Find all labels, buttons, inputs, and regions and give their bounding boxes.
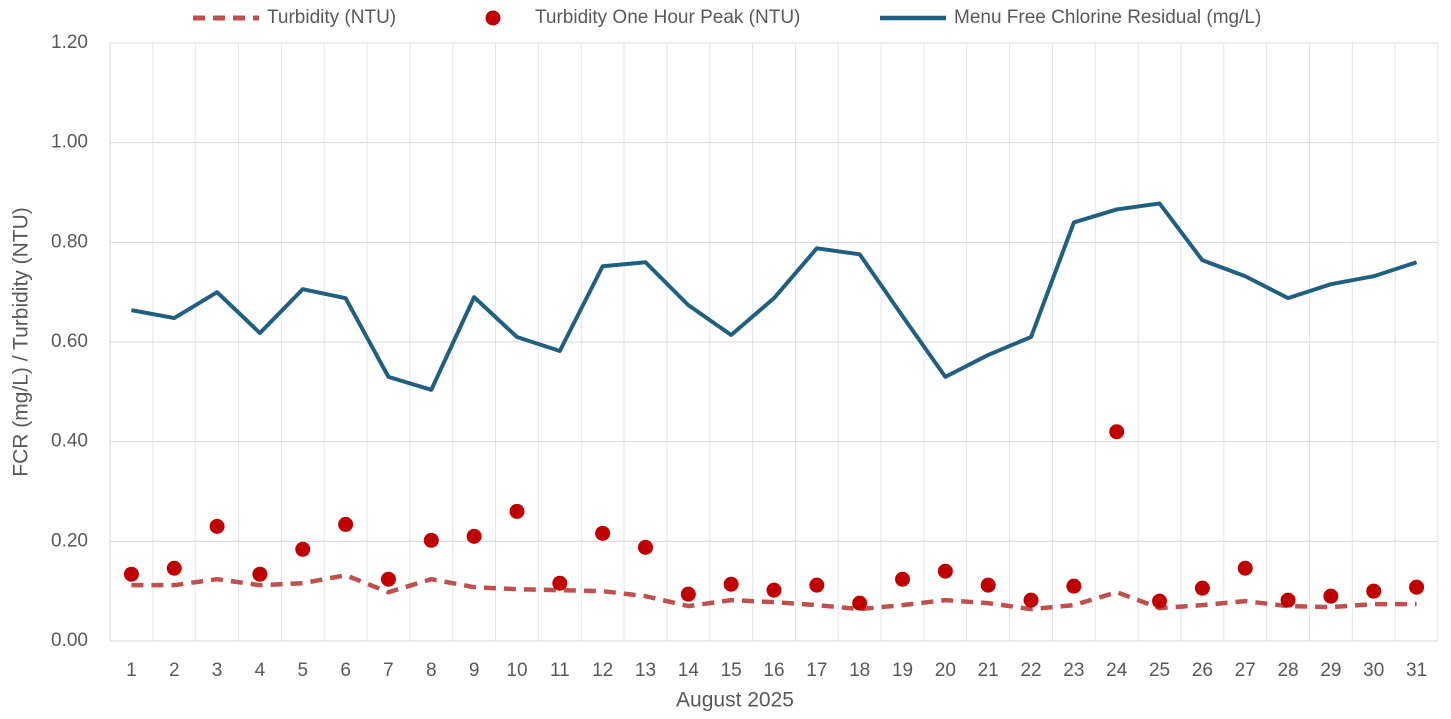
marker xyxy=(766,582,782,598)
marker xyxy=(1323,588,1339,604)
x-tick-label: 31 xyxy=(1406,660,1427,681)
x-tick-label: 13 xyxy=(635,660,656,681)
x-tick-label: 11 xyxy=(550,660,570,681)
y-axis-label: FCR (mg/L) / Turbidity (NTU) xyxy=(10,207,33,477)
marker xyxy=(252,566,268,582)
marker xyxy=(1152,593,1168,609)
x-tick-label: 26 xyxy=(1192,660,1213,681)
x-tick-label: 29 xyxy=(1320,660,1341,681)
marker xyxy=(423,532,439,548)
x-tick-label: 24 xyxy=(1106,660,1128,681)
x-tick-label: 19 xyxy=(892,660,913,681)
x-tick-label: 16 xyxy=(763,660,784,681)
x-tick-label: 30 xyxy=(1363,660,1384,681)
x-tick-label: 25 xyxy=(1149,660,1170,681)
marker xyxy=(852,595,868,611)
x-tick-label: 17 xyxy=(806,660,827,681)
x-tick-label: 10 xyxy=(506,660,527,681)
y-tick-label: 0.80 xyxy=(51,231,88,252)
marker xyxy=(809,577,825,593)
x-tick-label: 9 xyxy=(469,660,480,681)
legend-marker xyxy=(485,10,501,26)
x-tick-label: 15 xyxy=(721,660,742,681)
marker xyxy=(1409,579,1425,595)
series-line xyxy=(131,572,1417,612)
marker xyxy=(1280,592,1296,608)
y-tick-label: 0.20 xyxy=(51,530,88,551)
x-tick-label: 21 xyxy=(978,660,999,681)
marker xyxy=(723,576,739,592)
marker xyxy=(980,577,996,593)
x-axis-label: August 2025 xyxy=(676,689,794,712)
x-tick-label: 23 xyxy=(1063,660,1084,681)
marker xyxy=(637,539,653,555)
marker xyxy=(509,503,525,519)
y-tick-label: 1.00 xyxy=(51,132,88,153)
x-tick-label: 8 xyxy=(426,660,437,681)
marker xyxy=(1066,578,1082,594)
series-line xyxy=(131,201,1418,392)
x-tick-label: 6 xyxy=(340,660,351,681)
x-tick-label: 7 xyxy=(383,660,394,681)
marker xyxy=(680,586,696,602)
marker xyxy=(1023,592,1039,608)
marker xyxy=(380,571,396,587)
x-tick-label: 3 xyxy=(212,660,223,681)
marker xyxy=(338,516,354,532)
marker xyxy=(166,560,182,576)
marker xyxy=(295,541,311,557)
marker xyxy=(123,566,139,582)
legend-label: Turbidity (NTU) xyxy=(267,7,396,28)
marker xyxy=(895,571,911,587)
x-tick-label: 22 xyxy=(1020,660,1041,681)
y-tick-label: 0.00 xyxy=(51,630,88,651)
x-tick-label: 1 xyxy=(126,660,137,681)
marker xyxy=(1237,560,1253,576)
y-tick-label: 0.60 xyxy=(51,331,88,352)
x-tick-label: 2 xyxy=(169,660,180,681)
x-tick-label: 27 xyxy=(1235,660,1256,681)
legend-label: Menu Free Chlorine Residual (mg/L) xyxy=(954,7,1261,28)
x-tick-label: 18 xyxy=(849,660,870,681)
marker xyxy=(1366,583,1382,599)
y-tick-label: 0.40 xyxy=(51,431,88,452)
x-tick-label: 5 xyxy=(297,660,308,681)
marker xyxy=(466,528,482,544)
x-tick-label: 12 xyxy=(592,660,613,681)
x-tick-label: 28 xyxy=(1277,660,1298,681)
marker xyxy=(595,525,611,541)
marker xyxy=(1109,424,1125,440)
legend-label: Turbidity One Hour Peak (NTU) xyxy=(535,7,800,28)
x-tick-label: 20 xyxy=(935,660,956,681)
x-tick-label: 4 xyxy=(255,660,266,681)
x-tick-label: 14 xyxy=(678,660,700,681)
marker xyxy=(1194,580,1210,596)
marker xyxy=(937,563,953,579)
marker xyxy=(552,575,568,591)
marker xyxy=(209,518,225,534)
y-tick-label: 1.20 xyxy=(51,32,88,53)
